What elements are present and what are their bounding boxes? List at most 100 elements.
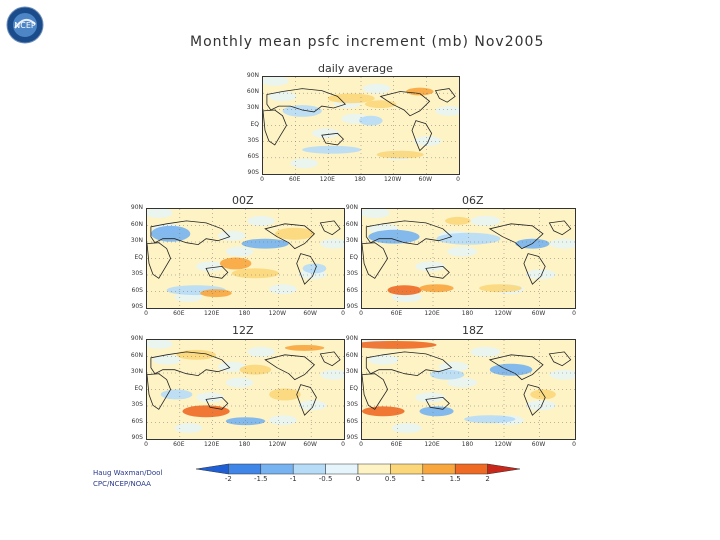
colorbar-swatch bbox=[325, 463, 359, 475]
field-patch bbox=[549, 238, 575, 249]
y-tick-label: 60N bbox=[130, 351, 143, 359]
coastline bbox=[365, 351, 453, 377]
coastline bbox=[362, 242, 389, 279]
coastline bbox=[365, 220, 453, 246]
field-patch bbox=[290, 158, 318, 169]
colorbar-swatch bbox=[228, 463, 262, 475]
anomaly-blob bbox=[302, 145, 361, 154]
x-tick-label: 0 bbox=[144, 310, 148, 317]
field-patch bbox=[368, 354, 399, 365]
field-patch bbox=[415, 392, 446, 403]
coastline bbox=[411, 120, 433, 152]
anomaly-blob bbox=[368, 229, 420, 244]
coastline bbox=[548, 220, 572, 236]
credit-line-1: Haug Waxman/Dool bbox=[93, 469, 163, 477]
map-svg bbox=[362, 340, 575, 439]
y-tick-label: 90N bbox=[345, 335, 358, 342]
anomaly-blob bbox=[364, 100, 397, 109]
field-patch bbox=[152, 354, 181, 365]
x-tick-label: 0 bbox=[144, 441, 148, 448]
y-tick-label: 30N bbox=[345, 237, 358, 244]
x-tick-label: 60W bbox=[418, 176, 433, 183]
coastline bbox=[264, 223, 315, 250]
panel-label: 00Z bbox=[232, 194, 254, 207]
y-tick-label: 60S bbox=[346, 286, 358, 294]
field-patch bbox=[225, 377, 254, 388]
coastline bbox=[488, 223, 544, 250]
y-tick-label: 60S bbox=[247, 152, 259, 160]
y-tick-label: 30N bbox=[130, 368, 143, 375]
x-tick-label: 60W bbox=[303, 310, 317, 317]
y-tick-label: 30S bbox=[131, 270, 143, 277]
x-tick-label: 60W bbox=[531, 310, 546, 317]
field-patch bbox=[147, 209, 173, 218]
colorbar-swatch bbox=[195, 463, 229, 475]
colorbar-swatch bbox=[292, 463, 326, 475]
coastline bbox=[523, 384, 546, 416]
field-patch bbox=[320, 238, 344, 249]
x-tick-label: 120W bbox=[494, 441, 512, 448]
field-patch bbox=[447, 246, 478, 257]
colorbar-swatch bbox=[260, 463, 294, 475]
anomaly-blob bbox=[231, 268, 279, 279]
anomaly-blob bbox=[241, 238, 289, 249]
field-patch bbox=[312, 128, 340, 139]
anomaly-blob bbox=[176, 349, 216, 360]
y-tick-label: 30N bbox=[345, 368, 358, 375]
panel-label: 06Z bbox=[462, 194, 484, 207]
x-tick-label: 120W bbox=[383, 176, 402, 183]
y-tick-label: 90N bbox=[130, 335, 143, 342]
field-patch bbox=[470, 346, 501, 357]
x-tick-label: 60E bbox=[173, 310, 185, 317]
coastline bbox=[488, 354, 544, 381]
field-patch bbox=[447, 377, 478, 388]
colorbar-tick-label: 1 bbox=[420, 475, 426, 483]
anomaly-blob bbox=[219, 257, 252, 270]
x-tick-label: 120E bbox=[204, 441, 220, 448]
y-tick-label: 60N bbox=[246, 88, 259, 96]
x-tick-label: 120E bbox=[424, 310, 440, 317]
anomaly-blob bbox=[419, 284, 454, 293]
y-tick-label: 90N bbox=[345, 204, 358, 211]
y-tick-label: 30N bbox=[246, 104, 259, 112]
map-field bbox=[361, 208, 576, 309]
y-tick-label: 90S bbox=[131, 303, 143, 310]
x-tick-label: 120E bbox=[319, 176, 335, 183]
anomaly-blob bbox=[225, 417, 266, 426]
credit-line-2: CPC/NCEP/NOAA bbox=[93, 480, 151, 488]
coastline bbox=[434, 88, 456, 103]
field-patch bbox=[362, 209, 390, 218]
x-tick-label: 120W bbox=[268, 441, 287, 448]
x-tick-label: 120E bbox=[204, 310, 220, 317]
x-tick-label: 180 bbox=[461, 441, 474, 448]
y-tick-label: 30S bbox=[247, 136, 259, 144]
y-tick-label: 30N bbox=[130, 237, 143, 244]
y-tick-label: 60N bbox=[345, 351, 358, 359]
coastline bbox=[548, 351, 572, 367]
anomaly-blob bbox=[419, 406, 454, 417]
coastline bbox=[319, 351, 341, 367]
y-tick-label: 30S bbox=[346, 401, 358, 408]
colorbar: -2 -1.5 -1 -0.5 0 0.5 1 1.5 2 bbox=[178, 461, 538, 485]
field-patch bbox=[196, 392, 224, 403]
logo-text: NCEP bbox=[14, 21, 36, 30]
map-svg bbox=[147, 209, 344, 308]
map-svg bbox=[362, 209, 575, 308]
x-tick-label: 0 bbox=[359, 441, 363, 448]
x-tick-label: 120W bbox=[494, 310, 512, 317]
anomaly-blob bbox=[302, 263, 327, 274]
coastline bbox=[205, 265, 229, 279]
map-svg bbox=[263, 77, 459, 174]
colorbar-tick-label: -0.5 bbox=[318, 475, 333, 483]
credit: Haug Waxman/Dool CPC/NCEP/NOAA bbox=[93, 468, 162, 490]
panel-label: 12Z bbox=[232, 324, 254, 337]
panel-label: 18Z bbox=[462, 324, 484, 337]
coastline bbox=[147, 373, 172, 410]
y-tick-label: 90S bbox=[346, 434, 358, 441]
anomaly-blob bbox=[362, 340, 437, 349]
coastline bbox=[296, 384, 317, 416]
field-patch bbox=[247, 215, 276, 226]
anomaly-blob bbox=[182, 405, 230, 418]
y-tick-label: EQ bbox=[349, 253, 358, 261]
map-field bbox=[262, 76, 460, 175]
